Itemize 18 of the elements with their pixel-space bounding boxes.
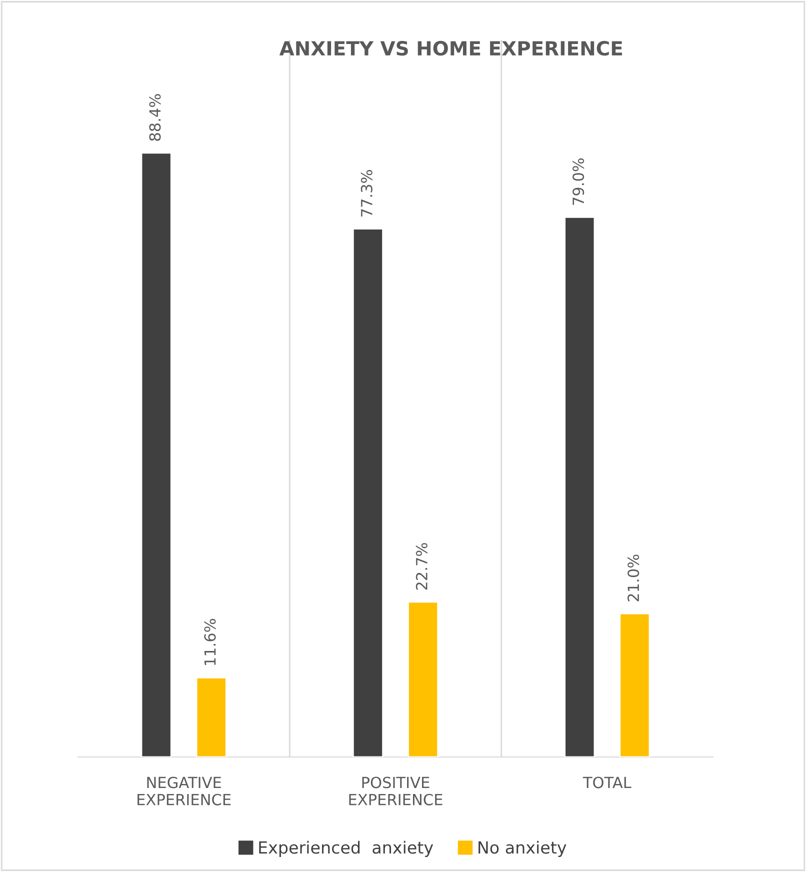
data-label: 21.0% [628, 554, 640, 602]
bar [408, 601, 439, 757]
data-label: 77.3% [360, 170, 372, 216]
data-label: 11.6% [204, 618, 216, 665]
chart-title: ANXIETY VS HOME EXPERIENCE [279, 40, 622, 56]
legend-label: No anxiety [478, 840, 566, 857]
data-label: 88.4% [149, 94, 161, 141]
legend-label: Experienced anxiety [259, 840, 434, 857]
data-label: 79.0% [572, 158, 584, 205]
data-label: 22.7% [416, 543, 428, 590]
x-tick-label: POSITIVE EXPERIENCE [349, 776, 442, 806]
bar [564, 216, 596, 757]
x-tick-label: TOTAL [582, 776, 632, 788]
x-tick-label: NEGATIVE EXPERIENCE [138, 776, 231, 806]
bar [140, 152, 172, 757]
bar [352, 228, 384, 757]
bar [619, 612, 650, 757]
bar [196, 677, 227, 757]
